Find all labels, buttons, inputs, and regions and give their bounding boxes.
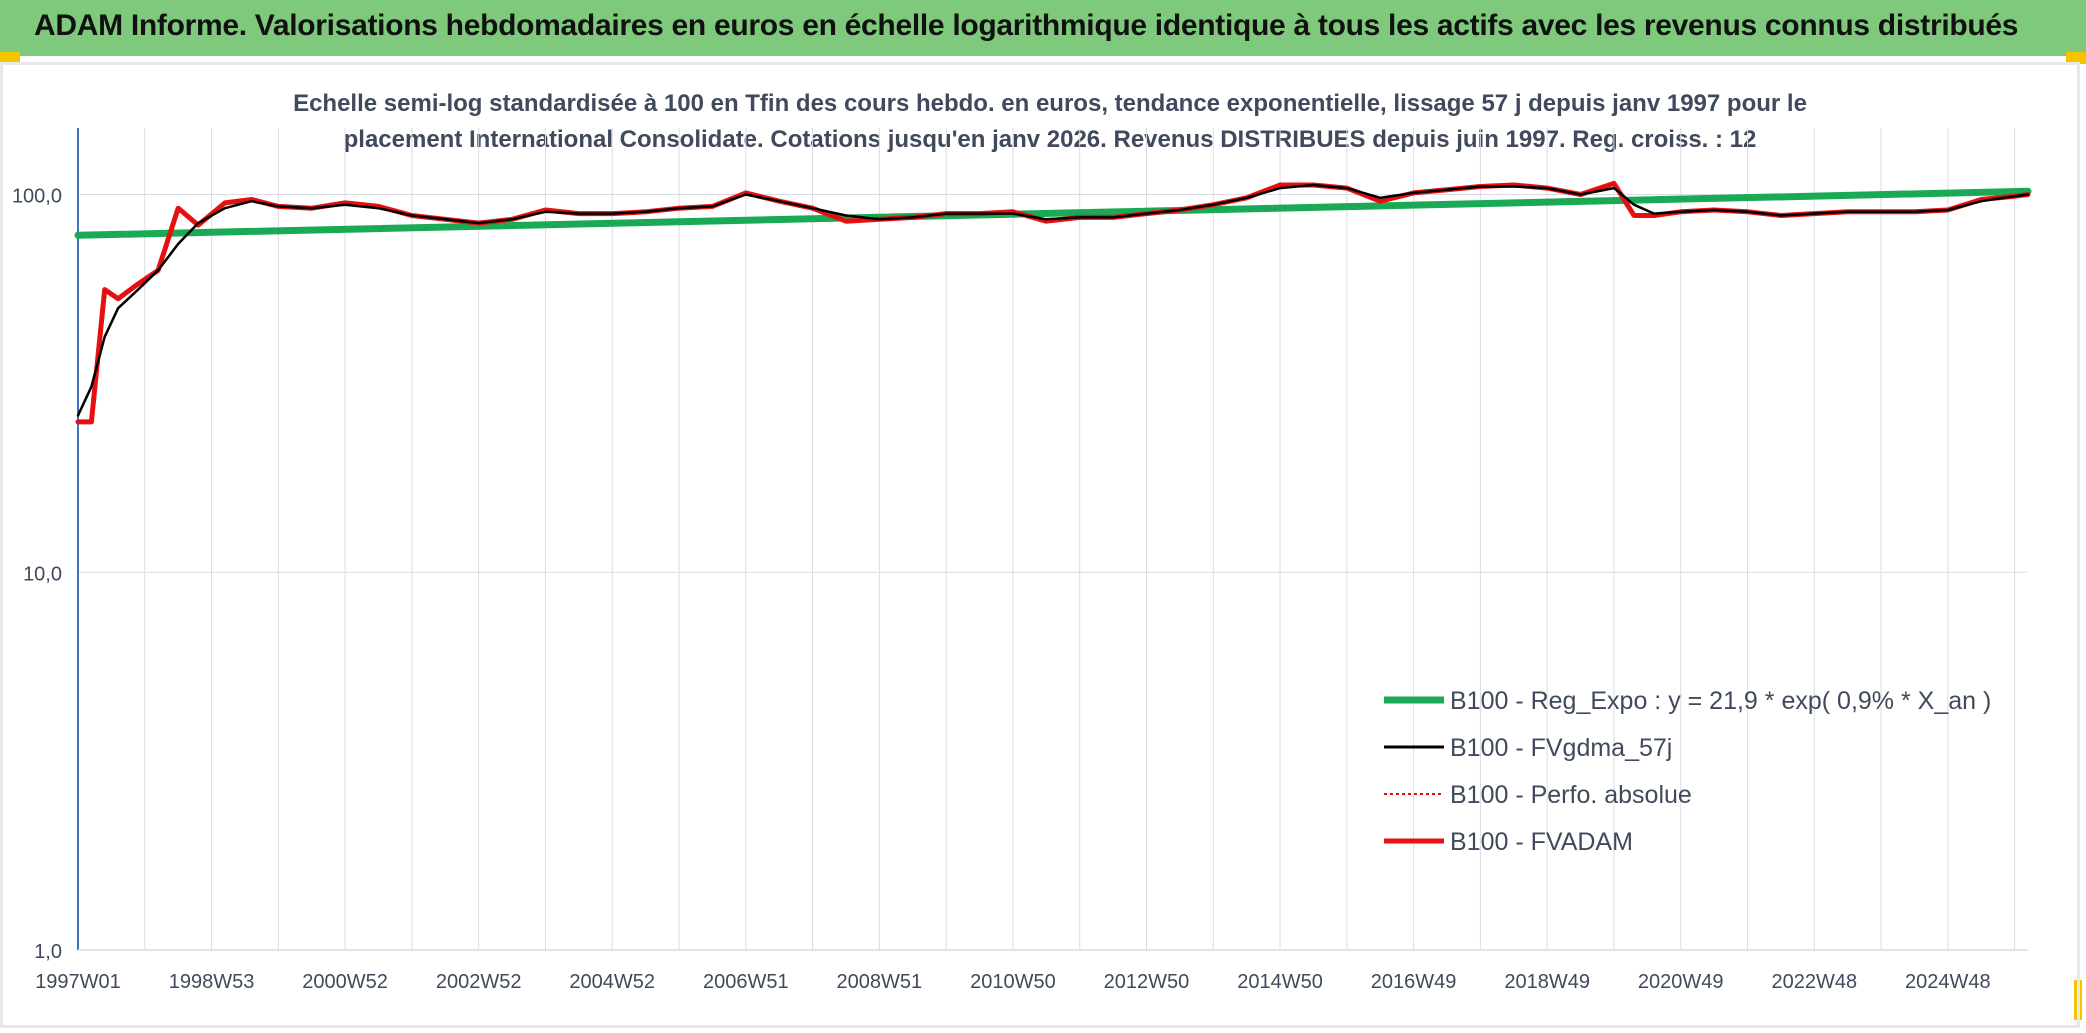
corner-accent-right (2066, 52, 2086, 64)
x-tick-label: 1998W53 (169, 971, 255, 993)
x-tick-label: 2000W52 (302, 971, 388, 993)
x-tick-label: 2008W51 (837, 971, 923, 993)
x-tick-label: 2022W48 (1771, 971, 1857, 993)
y-tick-label: 10,0 (23, 563, 62, 585)
chart-title: Echelle semi-log standardisée à 100 en T… (230, 86, 1870, 158)
x-tick-label: 2018W49 (1504, 971, 1590, 993)
y-tick-label: 1,0 (34, 941, 62, 963)
chart-frame (0, 62, 2080, 1028)
x-tick-label: 2004W52 (569, 971, 655, 993)
x-tick-label: 2012W50 (1104, 971, 1190, 993)
chart-title-line2: placement International Consolidate. Cot… (343, 126, 1757, 153)
report-header: ADAM Informe. Valorisations hebdomadaire… (0, 0, 2086, 56)
x-tick-label: 2014W50 (1237, 971, 1323, 993)
legend-label-gdma: B100 - FVgdma_57j (1450, 734, 1672, 762)
legend-label-fvadam: B100 - FVADAM (1450, 828, 1633, 856)
x-tick-label: 2002W52 (436, 971, 522, 993)
x-tick-label: 2016W49 (1371, 971, 1457, 993)
y-tick-label: 100,0 (12, 186, 62, 208)
x-tick-label: 2020W49 (1638, 971, 1724, 993)
series-line-gdma (76, 183, 2030, 417)
x-tick-label: 2010W50 (970, 971, 1056, 993)
series-line-reg (74, 187, 2032, 239)
corner-accent-left (0, 52, 20, 64)
legend-label-perfo: B100 - Perfo. absolue (1450, 781, 1692, 809)
x-tick-label: 2024W48 (1905, 971, 1991, 993)
chart-title-line1: Echelle semi-log standardisée à 100 en T… (293, 90, 1807, 117)
legend-label-reg: B100 - Reg_Expo : y = 21,9 * exp( 0,9% *… (1450, 687, 1991, 715)
x-tick-label: 1997W01 (35, 971, 121, 993)
x-tick-label: 2006W51 (703, 971, 789, 993)
report-title: ADAM Informe. Valorisations hebdomadaire… (34, 9, 2019, 42)
